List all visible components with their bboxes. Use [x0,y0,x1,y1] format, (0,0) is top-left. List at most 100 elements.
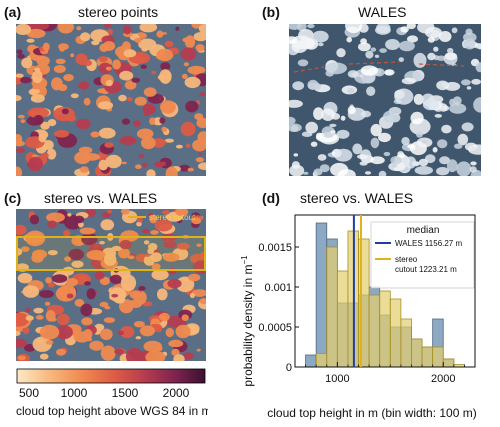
cloud-blob [347,70,359,78]
cloud-blob [149,214,158,224]
cloud-blob [456,161,472,176]
cloud-blob [111,245,122,252]
cloud-blob [33,307,44,314]
cloud-blob [119,239,132,250]
cloud-blob [119,70,134,81]
colorbar-tick-1500: 1500 [112,386,139,400]
cloud-blob [184,76,201,89]
panel-d-label: (d) [262,190,280,206]
colorbar-tick-500: 500 [19,386,39,400]
cloud-blob [313,168,323,176]
cloud-blob [105,154,122,169]
cloud-blob [293,153,299,157]
cloud-blob [376,24,391,34]
panel-a-title: stereo points [78,4,159,20]
cloud-blob [54,130,70,138]
cloud-blob [57,24,74,34]
wales-bar [305,354,317,368]
cloud-blob [159,117,166,124]
cloud-blob [16,24,32,35]
colorbar-tick-1000: 1000 [61,386,88,400]
cloud-blob [370,123,382,137]
cloud-blob [136,217,143,223]
cloud-blob [98,159,109,171]
cloud-blob [193,32,206,42]
cloud-blob [71,260,84,268]
cloud-blob [441,82,449,88]
cloud-blob [305,121,318,134]
cloud-blob [61,108,69,115]
cloud-blob [161,126,167,132]
cloud-blob [360,65,378,76]
stereo-vs-wales-map: stereo cutout [16,209,206,361]
panel-b-title: WALES [358,4,407,20]
cloud-blob [56,348,66,356]
cloud-blob [53,107,75,122]
cloud-blob [16,224,27,235]
cloud-blob [46,148,57,160]
cloud-blob [45,310,56,322]
cloud-blob [427,52,436,61]
cloud-blob [35,89,40,94]
cloud-blob [76,118,91,130]
cloud-blob [156,30,164,38]
cloud-blob [175,144,183,149]
cloud-blob [406,24,416,30]
cloud-blob [39,290,54,298]
cloud-blob [16,140,25,147]
cloud-blob [64,256,72,262]
cloud-blob [413,93,424,105]
cloud-blob [33,114,44,126]
cloud-blob [196,100,201,105]
cloud-blob [16,331,21,336]
cloud-blob [186,143,191,148]
cloud-blob [89,340,104,351]
cloud-blob [161,161,166,167]
cloud-blob [16,73,24,78]
cloud-blob [136,221,142,227]
cloud-blob [138,154,145,159]
cloud-blob [199,298,206,305]
cloud-blob [398,40,415,52]
cloud-blob [181,73,188,80]
cloud-blob [329,123,337,128]
cloud-blob [133,321,145,328]
cloud-blob [143,340,163,353]
cloud-blob [45,340,54,345]
cloud-blob [31,253,44,263]
cloud-blob [187,65,206,75]
cloud-blob [103,317,116,323]
legend-title: median [407,225,440,236]
cloud-blob [340,115,346,121]
cloud-blob [175,276,195,293]
panel-c-title: stereo vs. WALES [44,190,158,206]
xtick-label: 1000 [325,373,349,385]
cloud-blob [63,230,71,237]
cloud-blob [44,301,51,306]
cloud-blob [438,31,452,42]
cloud-blob [90,131,100,138]
cloud-blob [107,210,112,214]
cloud-blob [439,156,451,165]
cloud-blob [118,247,130,259]
cloud-blob [167,278,182,289]
cloud-blob [392,164,397,168]
cloud-blob [176,242,190,250]
cloud-blob [433,46,439,52]
cloud-blob [126,97,133,102]
cloud-blob [461,79,471,86]
cloud-blob [121,209,130,215]
cloud-blob [26,28,46,39]
cloud-blob [16,338,27,349]
cloud-blob [441,124,452,134]
cloud-blob [159,312,170,322]
cloud-blob [100,219,115,231]
stereo-cutout-clouds [16,209,206,361]
cloud-blob [291,40,308,53]
cloud-blob [345,24,352,28]
ytick-label: 0 [286,362,292,374]
cloud-blob [360,38,367,45]
stereo-bar [432,346,444,368]
histogram-frame [294,214,476,368]
cloud-blob [25,230,46,247]
